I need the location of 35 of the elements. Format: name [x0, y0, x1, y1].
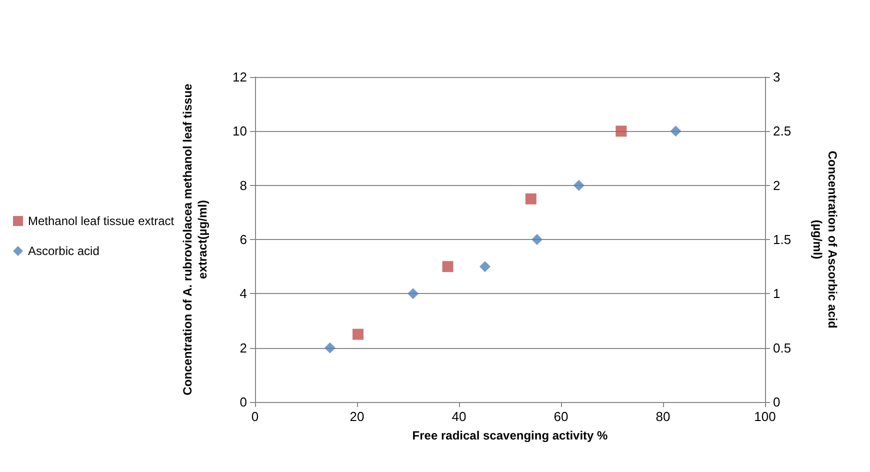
- point: [616, 126, 627, 137]
- y2-tick-label: 2.5: [773, 124, 792, 139]
- point: [573, 180, 584, 191]
- point: [670, 126, 682, 137]
- point: [352, 328, 364, 340]
- y2-tick-label: 1.5: [773, 232, 792, 247]
- y-tick-label: 2: [240, 340, 247, 356]
- point: [324, 342, 336, 354]
- y-tick-label: 10: [232, 124, 247, 139]
- y2-tick-label: 0: [773, 394, 780, 410]
- y-tick-label: 4: [240, 286, 247, 302]
- point: [525, 193, 536, 204]
- x-tick-label: 80: [656, 409, 670, 424]
- point: [442, 261, 454, 272]
- x-tick-label: 100: [754, 409, 776, 424]
- y2-tick-label: 1: [773, 286, 780, 302]
- x-axis-title: Free radical scavenging activity %: [412, 428, 608, 442]
- legend-label: Ascorbic acid: [28, 244, 100, 258]
- y-axis-title: Concentration of A. rubroviolacea methanol leaf tissue extract(µg/ml): [180, 83, 210, 396]
- y-tick-label: 0: [240, 394, 247, 410]
- y-tick-label: 12: [232, 70, 247, 84]
- x-tick-label: 20: [350, 409, 364, 424]
- point: [480, 261, 491, 272]
- y2-tick-label: 2: [773, 178, 780, 193]
- x-tick-label: 0: [251, 409, 259, 424]
- point: [532, 234, 543, 245]
- legend-label: Methanol leaf tissue extract: [28, 214, 175, 228]
- y2-tick-label: 0.5: [773, 340, 792, 356]
- y2-axis-title: Concentration of Ascorbic acid (µg/ml): [810, 150, 840, 328]
- x-tick-label: 60: [554, 409, 568, 424]
- y-tick-label: 6: [240, 232, 247, 247]
- y2-tick-label: 3: [773, 70, 780, 84]
- point: [408, 288, 419, 300]
- x-tick-label: 40: [452, 409, 466, 424]
- y-tick-label: 8: [240, 178, 247, 193]
